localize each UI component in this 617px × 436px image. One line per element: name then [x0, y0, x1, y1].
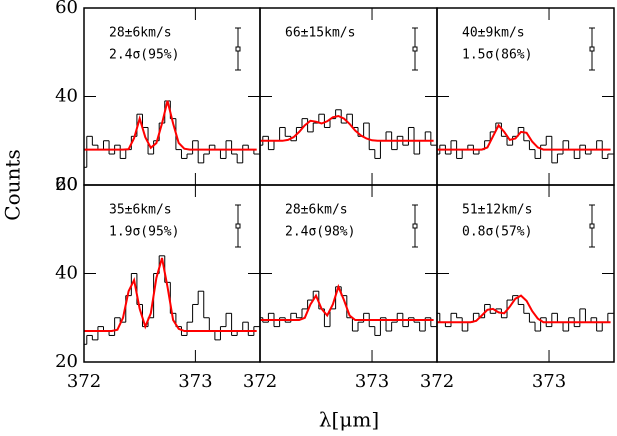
x-tick-label: 373 — [178, 371, 212, 392]
annotation: 66±15km/s — [285, 26, 355, 41]
annotation: 1.5σ(86%) — [462, 48, 532, 63]
y-tick-label: 60 — [55, 0, 78, 18]
annotation: 2.4σ(95%) — [109, 48, 179, 63]
y-axis-label: Counts — [1, 149, 25, 220]
panel — [260, 109, 437, 159]
error-bar-point — [235, 223, 241, 229]
x-tick-label: 373 — [355, 371, 389, 392]
panel — [437, 294, 614, 332]
x-axis-label: λ[μm] — [319, 408, 379, 432]
annotation: 0.8σ(57%) — [462, 225, 532, 240]
error-bar-point — [412, 223, 418, 229]
x-tick-label: 372 — [67, 371, 101, 392]
annotation: 28±6km/s — [109, 26, 172, 41]
fit-line — [260, 283, 434, 321]
fit-line — [437, 123, 611, 151]
error-bar-point — [589, 46, 595, 52]
fit-line — [84, 257, 257, 332]
fit-line — [437, 294, 611, 324]
fit-line — [260, 114, 434, 142]
y-tick-label: 20 — [55, 351, 78, 372]
annotation: 40±9km/s — [462, 26, 525, 41]
annotation: 28±6km/s — [285, 203, 348, 218]
error-bar-point — [589, 223, 595, 229]
panel — [84, 255, 260, 345]
annotation: 51±12km/s — [462, 203, 532, 218]
error-bar-point — [412, 46, 418, 52]
y-tick-label: 40 — [55, 86, 78, 107]
panel — [84, 100, 260, 168]
panel — [260, 283, 437, 336]
annotation: 35±6km/s — [109, 203, 172, 218]
x-tick-label: 372 — [420, 371, 454, 392]
x-tick-label: 372 — [243, 371, 277, 392]
annotation: 1.9σ(95%) — [109, 225, 179, 240]
y-tick-label: 40 — [55, 263, 78, 284]
y-tick-label: 60 — [55, 174, 78, 195]
annotation: 2.4σ(98%) — [285, 225, 355, 240]
error-bar-point — [235, 46, 241, 52]
y-tick-label: 20 — [55, 174, 78, 195]
x-tick-label: 373 — [532, 371, 566, 392]
fit-line — [84, 100, 257, 151]
panel — [437, 122, 614, 164]
